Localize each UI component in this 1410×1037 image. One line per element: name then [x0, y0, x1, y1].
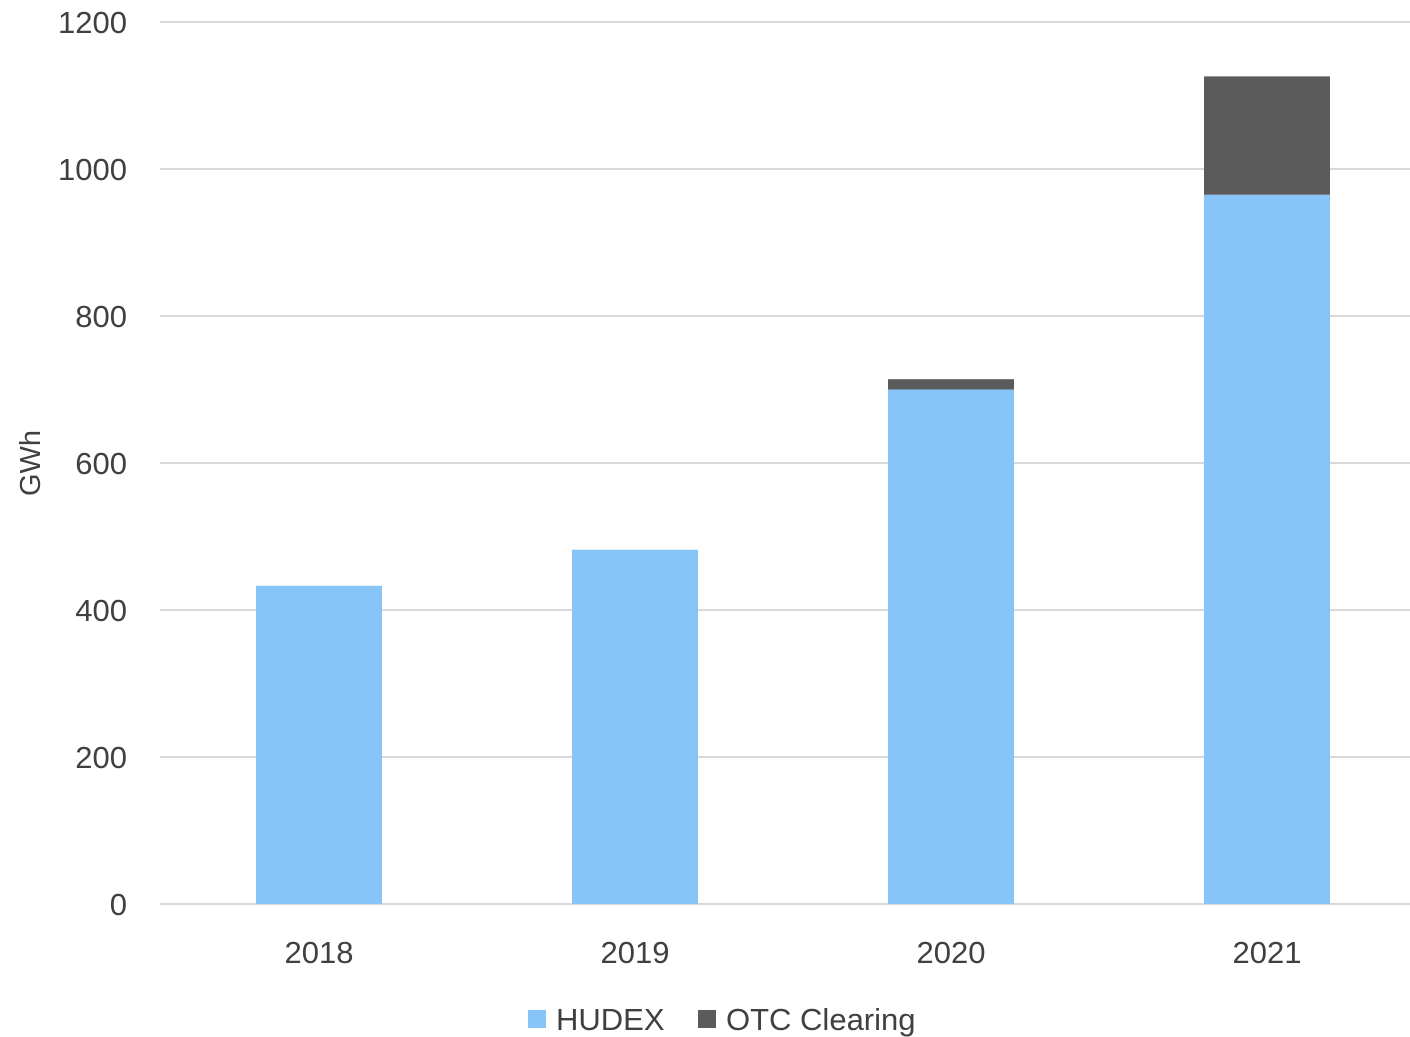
y-axis-title: GWh	[15, 430, 47, 496]
bar-hudex-2019	[572, 549, 698, 904]
y-tick-label: 0	[110, 887, 127, 922]
legend-label: OTC Clearing	[726, 1002, 916, 1037]
y-tick-label: 400	[75, 593, 127, 628]
x-axis-tick-labels: 2018 2019 2020 2021	[285, 935, 1302, 970]
legend-swatch	[698, 1010, 716, 1028]
bar-hudex-2018	[256, 585, 382, 904]
y-tick-label: 800	[75, 299, 127, 334]
legend-label: HUDEX	[556, 1002, 665, 1037]
bar-otc-clearing-2021	[1204, 76, 1330, 195]
bar-otc-clearing-2020	[888, 379, 1014, 390]
y-tick-label: 600	[75, 446, 127, 481]
x-tick-label: 2020	[917, 935, 986, 970]
x-tick-label: 2019	[601, 935, 670, 970]
legend: HUDEX OTC Clearing	[528, 1002, 916, 1037]
y-axis-tick-labels: 0 200 400 600 800 1000 1200	[58, 5, 127, 922]
y-tick-label: 200	[75, 740, 127, 775]
bar-hudex-2020	[888, 389, 1014, 904]
bar-hudex-2021	[1204, 194, 1330, 905]
x-tick-label: 2018	[285, 935, 354, 970]
legend-swatch	[528, 1010, 546, 1028]
legend-item-hudex: HUDEX	[528, 1002, 665, 1037]
y-tick-label: 1200	[58, 5, 127, 40]
legend-item-otc-clearing: OTC Clearing	[698, 1002, 916, 1037]
y-tick-label: 1000	[58, 152, 127, 187]
x-tick-label: 2021	[1233, 935, 1302, 970]
bars	[256, 76, 1330, 905]
